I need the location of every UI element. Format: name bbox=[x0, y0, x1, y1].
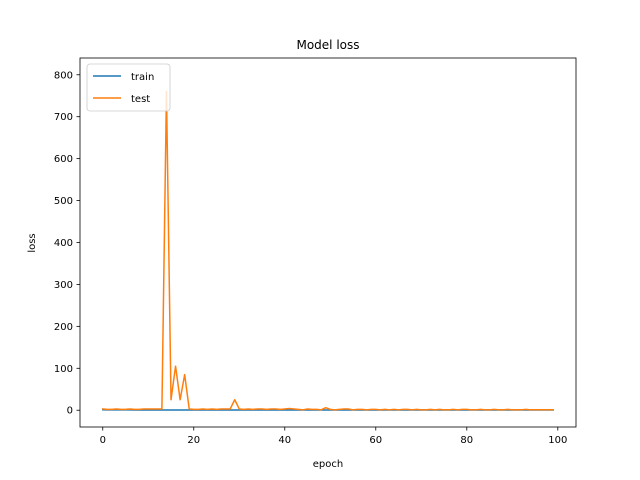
y-tick-label: 800 bbox=[54, 70, 73, 81]
legend-label-train: train bbox=[131, 72, 154, 83]
x-tick-label: 20 bbox=[187, 435, 200, 446]
series-line-test bbox=[101, 90, 554, 411]
y-tick-label: 100 bbox=[54, 364, 73, 375]
y-tick-label: 700 bbox=[54, 112, 73, 123]
y-tick-label: 400 bbox=[54, 238, 73, 249]
y-tick-label: 300 bbox=[54, 280, 73, 291]
ticks: 0 20 40 60 80 100 0 100 200 300 400 500 600 700 800 bbox=[54, 70, 567, 446]
y-axis-label: loss bbox=[27, 233, 38, 252]
x-tick-label: 80 bbox=[460, 435, 473, 446]
legend-label-test: test bbox=[131, 94, 150, 105]
y-tick-label: 200 bbox=[54, 322, 73, 333]
y-tick-label: 0 bbox=[67, 406, 73, 417]
y-tick-label: 500 bbox=[54, 196, 73, 207]
x-axis-label: epoch bbox=[313, 459, 343, 470]
legend: train test bbox=[86, 63, 171, 112]
legend-box bbox=[86, 63, 171, 112]
x-tick-label: 0 bbox=[100, 435, 106, 446]
plot-area bbox=[101, 90, 554, 411]
x-tick-label: 100 bbox=[548, 435, 567, 446]
x-tick-label: 40 bbox=[278, 435, 291, 446]
x-tick-label: 60 bbox=[369, 435, 382, 446]
y-tick-label: 600 bbox=[54, 154, 73, 165]
chart-title: Model loss bbox=[296, 38, 359, 52]
